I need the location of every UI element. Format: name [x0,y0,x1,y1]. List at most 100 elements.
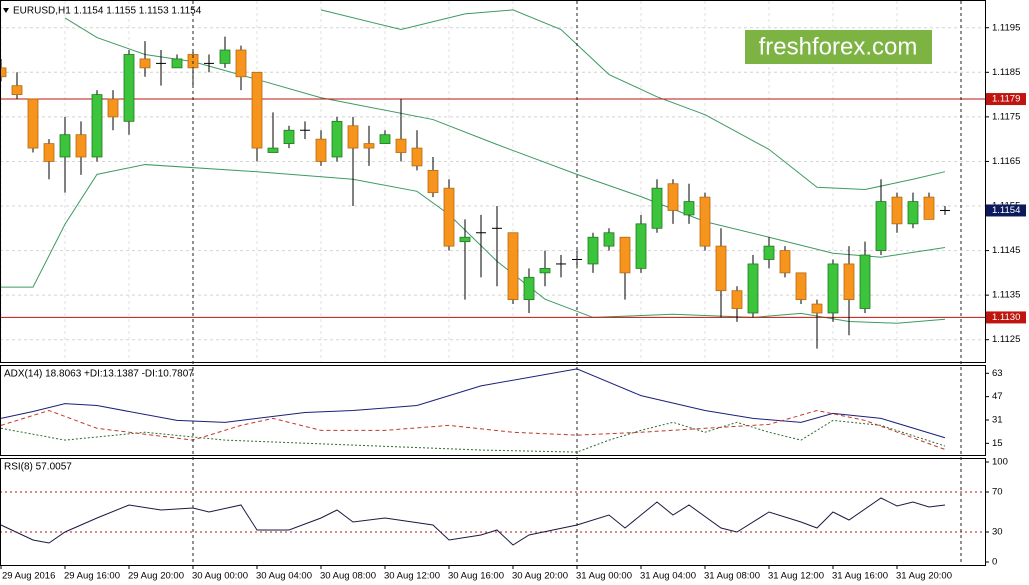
candle-body [347,125,359,149]
candle-body [251,71,263,149]
candle-body [523,276,535,301]
chart-title: EURUSD,H1 1.1154 1.1155 1.1153 1.1154 [13,6,202,17]
candle-body [715,245,727,292]
candle-body [747,263,759,314]
candle-body [11,85,23,95]
candle-body [859,254,871,309]
y-tick-label: 1.1125 [992,334,1020,345]
x-tick-label: 30 Aug 16:00 [448,571,504,582]
candle-body [91,94,103,158]
watermark-box [745,30,932,64]
y-tick-label: 100 [992,457,1008,468]
x-tick-label: 30 Aug 20:00 [512,571,568,582]
x-tick-label: 29 Aug 16:00 [64,571,120,582]
candle-body [699,196,711,247]
adx-panel [0,368,946,453]
level-label-box [986,93,1026,106]
indicator-line [0,497,946,546]
candle-body [27,98,39,149]
candle-body [779,250,791,274]
indicator-line [0,409,946,450]
indicator-title: RSI(8) 57.0057 [4,462,72,473]
candle-body [443,187,455,247]
adx-frame [0,365,986,456]
x-tick-label: 31 Aug 12:00 [768,571,824,582]
candle-body [539,268,551,274]
candle-body [891,196,903,225]
x-tick-label: 31 Aug 00:00 [576,571,632,582]
candle-body [411,147,423,167]
candle-body [795,272,807,301]
candle-body [587,236,599,265]
y-tick-label: 1.1135 [992,290,1020,301]
x-tick-label: 31 Aug 04:00 [640,571,696,582]
y-tick-label: 1.1185 [992,67,1020,78]
candle-body [459,236,471,243]
y-tick-label: 1.1175 [992,111,1020,122]
candle-body [43,143,55,162]
candle-body [667,183,679,211]
candle-body [395,138,407,153]
candle-body [171,58,183,69]
y-tick-label: 30 [992,527,1003,538]
indicator-line [0,368,946,439]
candle-body [619,236,631,274]
candle-body [235,49,247,78]
candle-body [907,201,919,225]
indicator-line [0,419,946,453]
x-tick-label: 30 Aug 12:00 [384,571,440,582]
rsi-frame [0,458,986,566]
y-tick-label: 63 [992,368,1003,379]
price-panel [0,1,985,362]
candle-body [363,143,375,149]
price-frame [0,0,986,363]
candle-body [731,290,743,309]
y-tick-label: 0 [992,557,997,568]
x-tick-label: 31 Aug 16:00 [832,571,888,582]
candle-body [811,303,823,314]
rsi-panel [0,491,985,546]
band-line [320,9,946,191]
candle-body [923,196,935,220]
symbol-icon [3,8,9,13]
candle-body [507,232,519,301]
candle-body [59,134,71,158]
candle-body [683,201,695,216]
x-tick-label: 31 Aug 20:00 [896,571,952,582]
level-label: 1.1179 [992,94,1020,105]
y-tick-label: 1.1145 [992,245,1020,256]
candle-body [123,54,135,122]
candle-body [427,169,439,194]
x-tick-label: 30 Aug 00:00 [192,571,248,582]
candle-body [219,49,231,64]
x-tick-label: 29 Aug 2016 [2,571,55,582]
axes: 1.11951.11851.11751.11651.11551.11451.11… [0,22,1026,582]
candle-body [267,147,279,153]
indicator-title: ADX(14) 18.8063 +DI:13.1387 -DI:10.7807 [4,369,194,380]
y-tick-label: 70 [992,487,1003,498]
x-tick-label: 31 Aug 08:00 [704,571,760,582]
candle-body [139,58,151,69]
candle-body [75,134,87,158]
current-price-box [986,204,1026,217]
candle-body [843,263,855,301]
candle-body [379,134,391,145]
candle-body [107,98,119,118]
y-tick-label: 1.1165 [992,156,1020,167]
candle-body [315,138,327,162]
current-price-label: 1.1154 [992,205,1020,216]
band-line [1,164,946,324]
candle-body [651,187,663,229]
candle-body [331,120,343,158]
watermark: freshforex.com [759,33,918,60]
level-label: 1.1130 [992,312,1020,323]
candle-body [283,129,295,145]
y-tick-label: 15 [992,438,1003,449]
x-tick-label: 30 Aug 08:00 [320,571,376,582]
candle-body [603,232,615,247]
x-tick-label: 30 Aug 04:00 [256,571,312,582]
y-tick-label: 31 [992,414,1003,425]
candle-body [635,223,647,269]
